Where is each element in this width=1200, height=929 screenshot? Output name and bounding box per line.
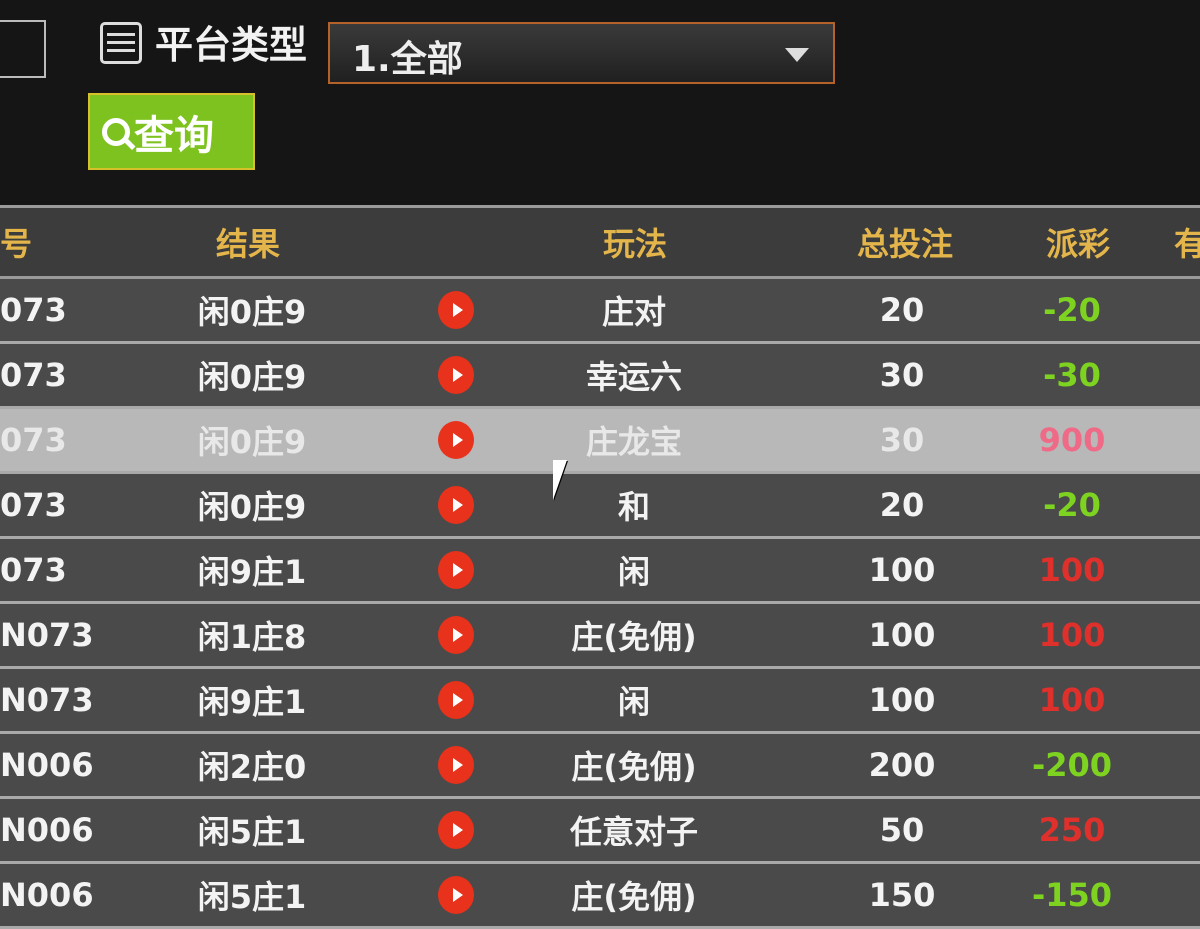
search-icon [102, 117, 130, 146]
round-id: 073 [0, 486, 67, 524]
round-id: N006 [0, 876, 94, 914]
header-result: 结果 [215, 225, 281, 263]
total-bet: 30 [879, 421, 925, 459]
filter-bar: 平台类型 1.全部 查询 [0, 0, 1200, 205]
result: 闲0庄9 [197, 488, 307, 526]
round-id: N006 [0, 746, 94, 784]
platform-type-select[interactable]: 1.全部 [328, 22, 835, 84]
payout: -150 [1031, 876, 1113, 914]
result: 闲0庄9 [197, 358, 307, 396]
result: 闲0庄9 [197, 423, 307, 461]
payout: 100 [1038, 551, 1106, 589]
total-bet: 20 [879, 486, 925, 524]
play-type: 和 [617, 488, 651, 526]
play-type: 庄(免佣) [571, 748, 697, 786]
table-row[interactable]: 073 闲0庄9 和 20 -20 [0, 474, 1200, 539]
table-row[interactable]: N073 闲1庄8 庄(免佣) 100 100 [0, 604, 1200, 669]
result: 闲1庄8 [197, 618, 307, 656]
play-icon[interactable] [438, 681, 474, 719]
result: 闲5庄1 [197, 878, 307, 916]
header-extra: 有 [1173, 225, 1200, 263]
header-bet: 总投注 [856, 225, 954, 263]
round-id: 073 [0, 291, 67, 329]
total-bet: 30 [879, 356, 925, 394]
play-type: 闲 [617, 683, 651, 721]
round-id: 073 [0, 551, 67, 589]
round-id: 073 [0, 421, 67, 459]
table-row[interactable]: N006 闲5庄1 任意对子 50 250 [0, 799, 1200, 864]
play-icon[interactable] [438, 746, 474, 784]
play-icon[interactable] [438, 421, 474, 459]
payout: -20 [1043, 486, 1101, 524]
play-type: 闲 [617, 553, 651, 591]
payout: 100 [1038, 681, 1106, 719]
table-row[interactable]: 073 闲9庄1 闲 100 100 [0, 539, 1200, 604]
platform-type-value: 1.全部 [352, 39, 463, 80]
round-id: N073 [0, 681, 94, 719]
header-payout: 派彩 [1045, 225, 1111, 263]
table-row[interactable]: N006 闲2庄0 庄(免佣) 200 -200 [0, 734, 1200, 799]
payout: 100 [1038, 616, 1106, 654]
play-type: 庄对 [601, 293, 667, 331]
play-icon[interactable] [438, 551, 474, 589]
total-bet: 50 [879, 811, 925, 849]
caret-down-icon [785, 48, 809, 62]
table-header: 号 结果 玩法 总投注 派彩 有 [0, 205, 1200, 279]
result: 闲0庄9 [197, 293, 307, 331]
result: 闲5庄1 [197, 813, 307, 851]
play-type: 幸运六 [585, 358, 683, 396]
round-id: 073 [0, 356, 67, 394]
play-icon[interactable] [438, 876, 474, 914]
play-icon[interactable] [438, 616, 474, 654]
total-bet: 200 [868, 746, 936, 784]
play-icon[interactable] [438, 356, 474, 394]
play-type: 庄龙宝 [585, 423, 683, 461]
platform-type-label: 平台类型 [155, 23, 308, 67]
table-row[interactable]: 073 闲0庄9 庄龙宝 30 900 [0, 409, 1200, 474]
payout: -20 [1043, 291, 1101, 329]
play-icon[interactable] [438, 811, 474, 849]
table-row[interactable]: 073 闲0庄9 庄对 20 -20 [0, 279, 1200, 344]
play-type: 庄(免佣) [571, 878, 697, 916]
play-type: 庄(免佣) [571, 618, 697, 656]
payout: -30 [1043, 356, 1101, 394]
list-icon [100, 22, 142, 64]
mouse-cursor [553, 460, 567, 500]
header-id: 号 [0, 225, 33, 263]
bet-records-table: 号 结果 玩法 总投注 派彩 有 073 闲0庄9 庄对 20 -20 073 闲0庄9 幸运… [0, 205, 1200, 929]
play-icon[interactable] [438, 486, 474, 524]
play-type: 任意对子 [569, 813, 699, 851]
result: 闲9庄1 [197, 683, 307, 721]
round-id: N006 [0, 811, 94, 849]
total-bet: 20 [879, 291, 925, 329]
checkbox[interactable] [0, 20, 46, 78]
payout: 250 [1038, 811, 1106, 849]
table-row[interactable]: N073 闲9庄1 闲 100 100 [0, 669, 1200, 734]
table-row[interactable]: 073 闲0庄9 幸运六 30 -30 [0, 344, 1200, 409]
payout: -200 [1031, 746, 1113, 784]
result: 闲9庄1 [197, 553, 307, 591]
query-button[interactable]: 查询 [88, 93, 255, 170]
table-row[interactable]: N006 闲5庄1 庄(免佣) 150 -150 [0, 864, 1200, 929]
result: 闲2庄0 [197, 748, 307, 786]
header-play: 玩法 [602, 225, 668, 263]
total-bet: 150 [868, 876, 936, 914]
total-bet: 100 [868, 681, 936, 719]
total-bet: 100 [868, 616, 936, 654]
total-bet: 100 [868, 551, 936, 589]
play-icon[interactable] [438, 291, 474, 329]
payout: 900 [1038, 421, 1106, 459]
round-id: N073 [0, 616, 94, 654]
query-label: 查询 [134, 112, 214, 159]
